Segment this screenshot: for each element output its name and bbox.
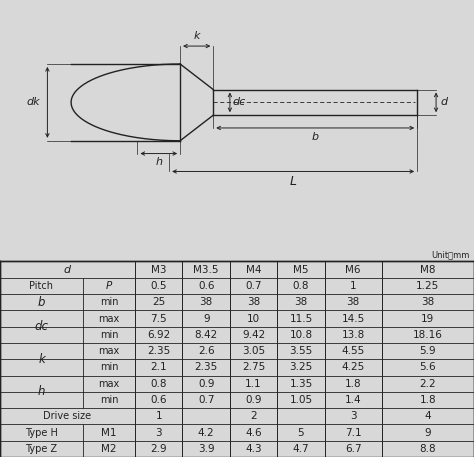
Text: 1.25: 1.25 xyxy=(416,281,439,291)
Text: M4: M4 xyxy=(246,265,261,275)
Text: min: min xyxy=(100,395,118,405)
Text: 4.25: 4.25 xyxy=(341,362,365,372)
Text: 1.4: 1.4 xyxy=(345,395,362,405)
Text: b: b xyxy=(38,296,45,309)
Text: 1.1: 1.1 xyxy=(245,379,262,389)
Text: P: P xyxy=(106,281,112,291)
Text: M2: M2 xyxy=(101,444,117,454)
Text: dc: dc xyxy=(232,97,246,107)
Text: 3.55: 3.55 xyxy=(289,346,313,356)
Text: min: min xyxy=(100,362,118,372)
Text: 2.35: 2.35 xyxy=(147,346,171,356)
Text: 0.9: 0.9 xyxy=(246,395,262,405)
Text: 2.1: 2.1 xyxy=(150,362,167,372)
Text: M1: M1 xyxy=(101,428,117,437)
Text: h: h xyxy=(38,385,45,399)
Text: 0.6: 0.6 xyxy=(151,395,167,405)
Text: 13.8: 13.8 xyxy=(341,330,365,340)
Text: 9.42: 9.42 xyxy=(242,330,265,340)
Text: 2.9: 2.9 xyxy=(150,444,167,454)
Text: k: k xyxy=(193,32,200,42)
Text: 4.2: 4.2 xyxy=(198,428,215,437)
Text: 4.55: 4.55 xyxy=(341,346,365,356)
Text: 0.9: 0.9 xyxy=(198,379,214,389)
Text: M3: M3 xyxy=(151,265,166,275)
Text: min: min xyxy=(100,297,118,307)
Text: 2: 2 xyxy=(250,411,257,421)
Text: 0.7: 0.7 xyxy=(246,281,262,291)
Text: max: max xyxy=(99,314,119,324)
Text: 5: 5 xyxy=(298,428,304,437)
Text: 8.8: 8.8 xyxy=(419,444,436,454)
Text: 11.5: 11.5 xyxy=(289,314,313,324)
Text: 1.8: 1.8 xyxy=(419,395,436,405)
Text: 38: 38 xyxy=(346,297,360,307)
Text: 4.6: 4.6 xyxy=(245,428,262,437)
Text: M6: M6 xyxy=(346,265,361,275)
Text: max: max xyxy=(99,379,119,389)
Text: 3: 3 xyxy=(155,428,162,437)
Text: min: min xyxy=(100,330,118,340)
Text: k: k xyxy=(38,353,45,366)
Text: Unit：mm: Unit：mm xyxy=(431,250,469,259)
Text: 0.8: 0.8 xyxy=(151,379,167,389)
Text: dk: dk xyxy=(27,97,40,107)
Text: max: max xyxy=(99,346,119,356)
Text: 7.5: 7.5 xyxy=(150,314,167,324)
Text: 3.9: 3.9 xyxy=(198,444,215,454)
Text: 25: 25 xyxy=(152,297,165,307)
Text: 10.8: 10.8 xyxy=(290,330,312,340)
Text: 9: 9 xyxy=(203,314,210,324)
Text: Type Z: Type Z xyxy=(26,444,57,454)
Text: 5.6: 5.6 xyxy=(419,362,436,372)
Text: 10: 10 xyxy=(247,314,260,324)
Text: 3.05: 3.05 xyxy=(242,346,265,356)
Text: Type H: Type H xyxy=(25,428,58,437)
Text: Drive size: Drive size xyxy=(44,411,91,421)
Text: 6.7: 6.7 xyxy=(345,444,362,454)
Text: 2.35: 2.35 xyxy=(194,362,218,372)
Text: 14.5: 14.5 xyxy=(341,314,365,324)
Text: 8.42: 8.42 xyxy=(194,330,218,340)
Text: M5: M5 xyxy=(293,265,309,275)
Text: 1.05: 1.05 xyxy=(290,395,312,405)
Text: M3.5: M3.5 xyxy=(193,265,219,275)
Text: b: b xyxy=(311,132,319,142)
Text: 0.6: 0.6 xyxy=(198,281,214,291)
Text: 38: 38 xyxy=(200,297,213,307)
Text: dc: dc xyxy=(35,320,48,333)
Text: 4.3: 4.3 xyxy=(245,444,262,454)
Text: 1.8: 1.8 xyxy=(345,379,362,389)
Text: 3.25: 3.25 xyxy=(289,362,313,372)
Text: 6.92: 6.92 xyxy=(147,330,171,340)
Text: 4: 4 xyxy=(425,411,431,421)
Text: 1: 1 xyxy=(155,411,162,421)
Text: 18.16: 18.16 xyxy=(413,330,443,340)
Text: 38: 38 xyxy=(421,297,434,307)
Text: 0.7: 0.7 xyxy=(198,395,214,405)
Text: L: L xyxy=(290,175,297,188)
Text: d: d xyxy=(64,265,71,275)
Text: 9: 9 xyxy=(425,428,431,437)
Text: 3: 3 xyxy=(350,411,356,421)
Text: 0.5: 0.5 xyxy=(151,281,167,291)
Text: 38: 38 xyxy=(294,297,308,307)
Text: 19: 19 xyxy=(421,314,434,324)
Text: 2.75: 2.75 xyxy=(242,362,265,372)
Text: 7.1: 7.1 xyxy=(345,428,362,437)
Text: 2.2: 2.2 xyxy=(419,379,436,389)
Text: M8: M8 xyxy=(420,265,436,275)
Text: 38: 38 xyxy=(247,297,260,307)
Text: 5.9: 5.9 xyxy=(419,346,436,356)
Text: 0.8: 0.8 xyxy=(293,281,309,291)
Text: 1.35: 1.35 xyxy=(289,379,313,389)
Text: 4.7: 4.7 xyxy=(292,444,310,454)
Text: 1: 1 xyxy=(350,281,356,291)
Text: 2.6: 2.6 xyxy=(198,346,215,356)
Text: d: d xyxy=(441,97,448,107)
Text: h: h xyxy=(155,157,162,167)
Text: Pitch: Pitch xyxy=(29,281,54,291)
